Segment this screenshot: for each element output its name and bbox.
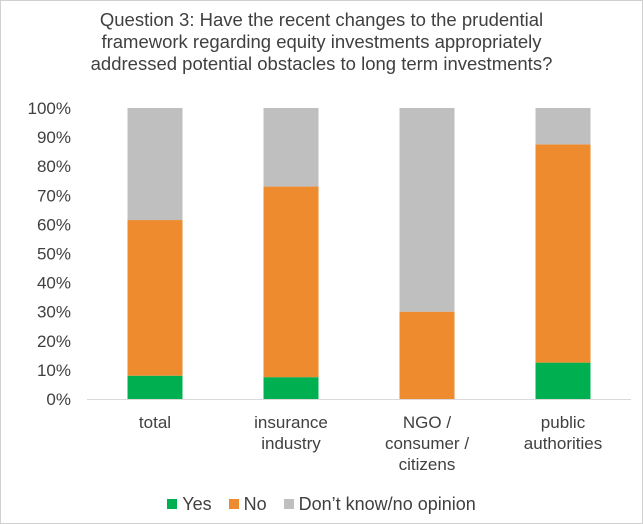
y-tick-label: 0%: [46, 390, 71, 409]
y-tick-label: 30%: [37, 303, 71, 322]
y-tick-label: 20%: [37, 332, 71, 351]
bar-segment-no: [127, 220, 183, 376]
x-tick-label: insurance industry: [254, 413, 328, 453]
bar-segment-yes: [127, 375, 183, 399]
bar-segment-dont-know: [535, 108, 591, 145]
y-tick-label: 10%: [37, 361, 71, 380]
legend: Yes No Don’t know/no opinion: [1, 494, 642, 515]
stacked-bar-chart: 0% 10% 20% 30% 40% 50% 60% 70% 80% 90% 100% total i…: [28, 99, 631, 474]
x-tick-label: total: [139, 413, 171, 432]
y-tick-label: 70%: [37, 186, 71, 205]
x-tick-label: public authorities: [524, 413, 602, 453]
y-tick-label: 100%: [28, 99, 71, 118]
legend-swatch-yes: [167, 499, 178, 509]
legend-label-yes: Yes: [182, 494, 212, 514]
y-tick-label: 80%: [37, 157, 71, 176]
chart-title-line-1: Question 3: Have the recent changes to t…: [99, 9, 544, 30]
legend-swatch-dont-know: [283, 499, 294, 509]
bar-segment-yes: [263, 377, 319, 399]
legend-item-dont-know: Don’t know/no opinion: [283, 494, 476, 515]
y-tick-label: 60%: [37, 215, 71, 234]
bar-segment-no: [399, 311, 455, 399]
legend-swatch-no: [228, 499, 239, 509]
legend-label-dont-know: Don’t know/no opinion: [298, 494, 476, 514]
bar-segment-dont-know: [399, 108, 455, 312]
bar-segment-yes: [535, 362, 591, 399]
y-axis: 0% 10% 20% 30% 40% 50% 60% 70% 80% 90% 100%: [28, 99, 71, 409]
y-tick-label: 40%: [37, 274, 71, 293]
bar-segment-dont-know: [127, 108, 183, 221]
chart-title-line-3: addressed potential obstacles to long te…: [90, 53, 553, 74]
y-tick-label: 90%: [37, 128, 71, 147]
chart-title-line-2: framework regarding equity investments a…: [101, 31, 542, 52]
legend-item-no: No: [228, 494, 267, 515]
legend-label-no: No: [243, 494, 267, 514]
bar-segment-no: [535, 144, 591, 363]
bars: [127, 108, 591, 399]
bar-segment-no: [263, 186, 319, 378]
y-tick-label: 50%: [37, 245, 71, 264]
chart-title: Question 3: Have the recent changes to t…: [1, 9, 642, 75]
bar-segment-dont-know: [263, 108, 319, 187]
x-tick-label: NGO / consumer / citizens: [385, 413, 469, 474]
legend-item-yes: Yes: [167, 494, 212, 515]
x-axis: total insurance industry NGO / consumer / cit…: [87, 399, 631, 474]
